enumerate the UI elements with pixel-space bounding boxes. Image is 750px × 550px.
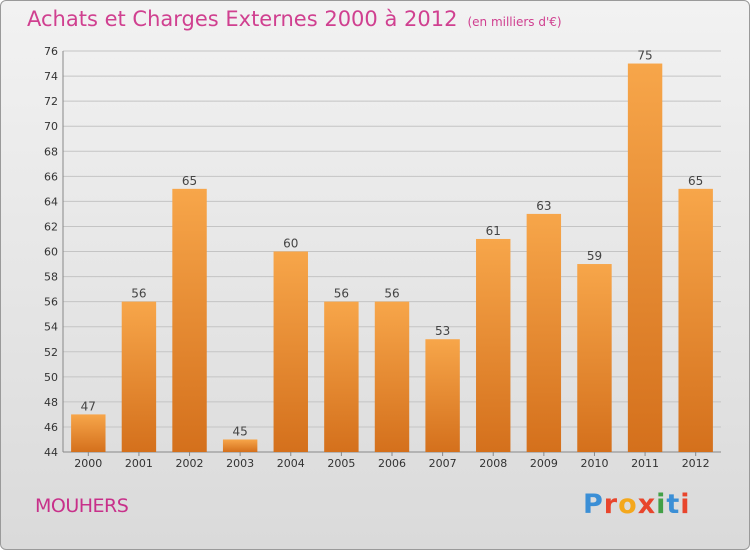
commune-name: MOUHERS — [35, 495, 129, 517]
y-tick-label: 76 — [44, 45, 58, 58]
y-tick-label: 44 — [44, 446, 58, 459]
x-tick-label: 2002 — [176, 457, 204, 470]
data-label: 61 — [486, 224, 501, 238]
data-label: 59 — [587, 249, 602, 263]
bar — [121, 301, 157, 452]
brand-letter: o — [618, 489, 638, 520]
y-tick-label: 60 — [44, 246, 58, 259]
x-tick-label: 2004 — [277, 457, 305, 470]
data-label: 56 — [131, 287, 146, 301]
y-tick-label: 46 — [44, 421, 58, 434]
bar — [476, 238, 511, 452]
brand-letter: i — [656, 489, 667, 520]
data-label: 63 — [536, 199, 551, 213]
bar — [678, 188, 713, 452]
bar — [222, 439, 258, 452]
x-tick-label: 2011 — [631, 457, 659, 470]
brand-logo: Proxiti — [583, 489, 691, 520]
data-label: 65 — [688, 174, 703, 188]
x-tick-label: 2008 — [479, 457, 507, 470]
bar — [71, 414, 106, 452]
x-tick-label: 2006 — [378, 457, 406, 470]
y-tick-label: 50 — [44, 371, 58, 384]
data-label: 45 — [233, 424, 248, 438]
chart-title-line: Achats et Charges Externes 2000 à 2012 (e… — [27, 7, 562, 31]
bar — [425, 339, 460, 452]
data-label: 47 — [81, 399, 96, 413]
y-tick-label: 74 — [44, 70, 58, 83]
y-tick-label: 62 — [44, 220, 58, 233]
y-tick-label: 68 — [44, 145, 58, 158]
brand-letter: i — [680, 489, 691, 520]
x-tick-label: 2005 — [327, 457, 355, 470]
x-tick-label: 2009 — [530, 457, 558, 470]
bar — [526, 213, 562, 452]
bar-layer — [71, 63, 713, 452]
data-label: 53 — [435, 324, 450, 338]
y-tick-label: 52 — [44, 346, 58, 359]
label-layer: 44 46 48 50 52 54 56 58 60 62 64 66 68 70 72 74 76 47 2000… — [44, 45, 710, 470]
x-tick-label: 2001 — [125, 457, 153, 470]
bar — [172, 188, 207, 452]
y-tick-label: 58 — [44, 271, 58, 284]
y-tick-label: 48 — [44, 396, 58, 409]
brand-letter: t — [666, 489, 681, 520]
data-label: 56 — [334, 287, 349, 301]
data-label: 65 — [182, 174, 197, 188]
bar — [273, 251, 308, 452]
bar — [324, 301, 359, 452]
bar — [577, 264, 612, 452]
x-tick-label: 2010 — [580, 457, 608, 470]
data-label: 75 — [637, 49, 652, 63]
brand-letter: x — [637, 489, 657, 520]
y-tick-label: 66 — [44, 170, 58, 183]
bar — [374, 301, 410, 452]
y-tick-label: 56 — [44, 296, 58, 309]
data-label: 56 — [384, 287, 399, 301]
data-label: 60 — [283, 237, 298, 251]
y-tick-label: 64 — [44, 195, 58, 208]
x-tick-label: 2012 — [682, 457, 710, 470]
bar — [627, 63, 663, 452]
brand-letter: P — [583, 489, 604, 520]
y-tick-label: 54 — [44, 321, 58, 334]
x-tick-label: 2000 — [74, 457, 102, 470]
y-tick-label: 70 — [44, 120, 58, 133]
chart-title: Achats et Charges Externes 2000 à 2012 — [27, 7, 458, 31]
y-tick-label: 72 — [44, 95, 58, 108]
brand-letter: r — [603, 489, 619, 520]
x-tick-label: 2003 — [226, 457, 254, 470]
chart-subtitle: (en milliers d'€) — [467, 15, 562, 29]
x-tick-label: 2007 — [429, 457, 457, 470]
